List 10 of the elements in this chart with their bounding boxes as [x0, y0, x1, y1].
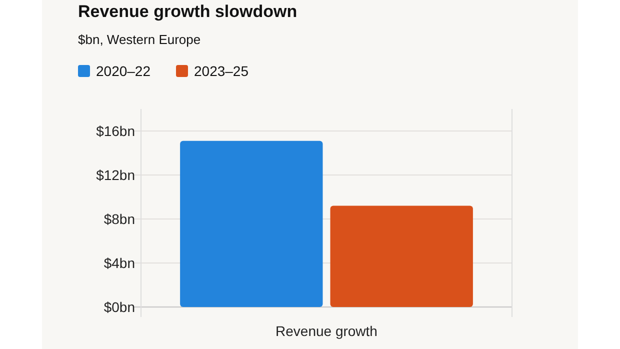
chart-subtitle: $bn, Western Europe: [78, 32, 201, 47]
y-tick-label: $12bn: [96, 166, 135, 183]
x-tick-label: Revenue growth: [276, 323, 378, 339]
legend-label: 2023–25: [194, 63, 249, 79]
y-tick-label: $4bn: [104, 254, 135, 271]
y-tick-label: $8bn: [104, 210, 135, 227]
legend-label: 2020–22: [96, 63, 151, 79]
chart-title: Revenue growth slowdown: [78, 2, 298, 21]
y-tick-label: $16bn: [96, 122, 135, 139]
y-tick-label: $0bn: [104, 298, 135, 315]
